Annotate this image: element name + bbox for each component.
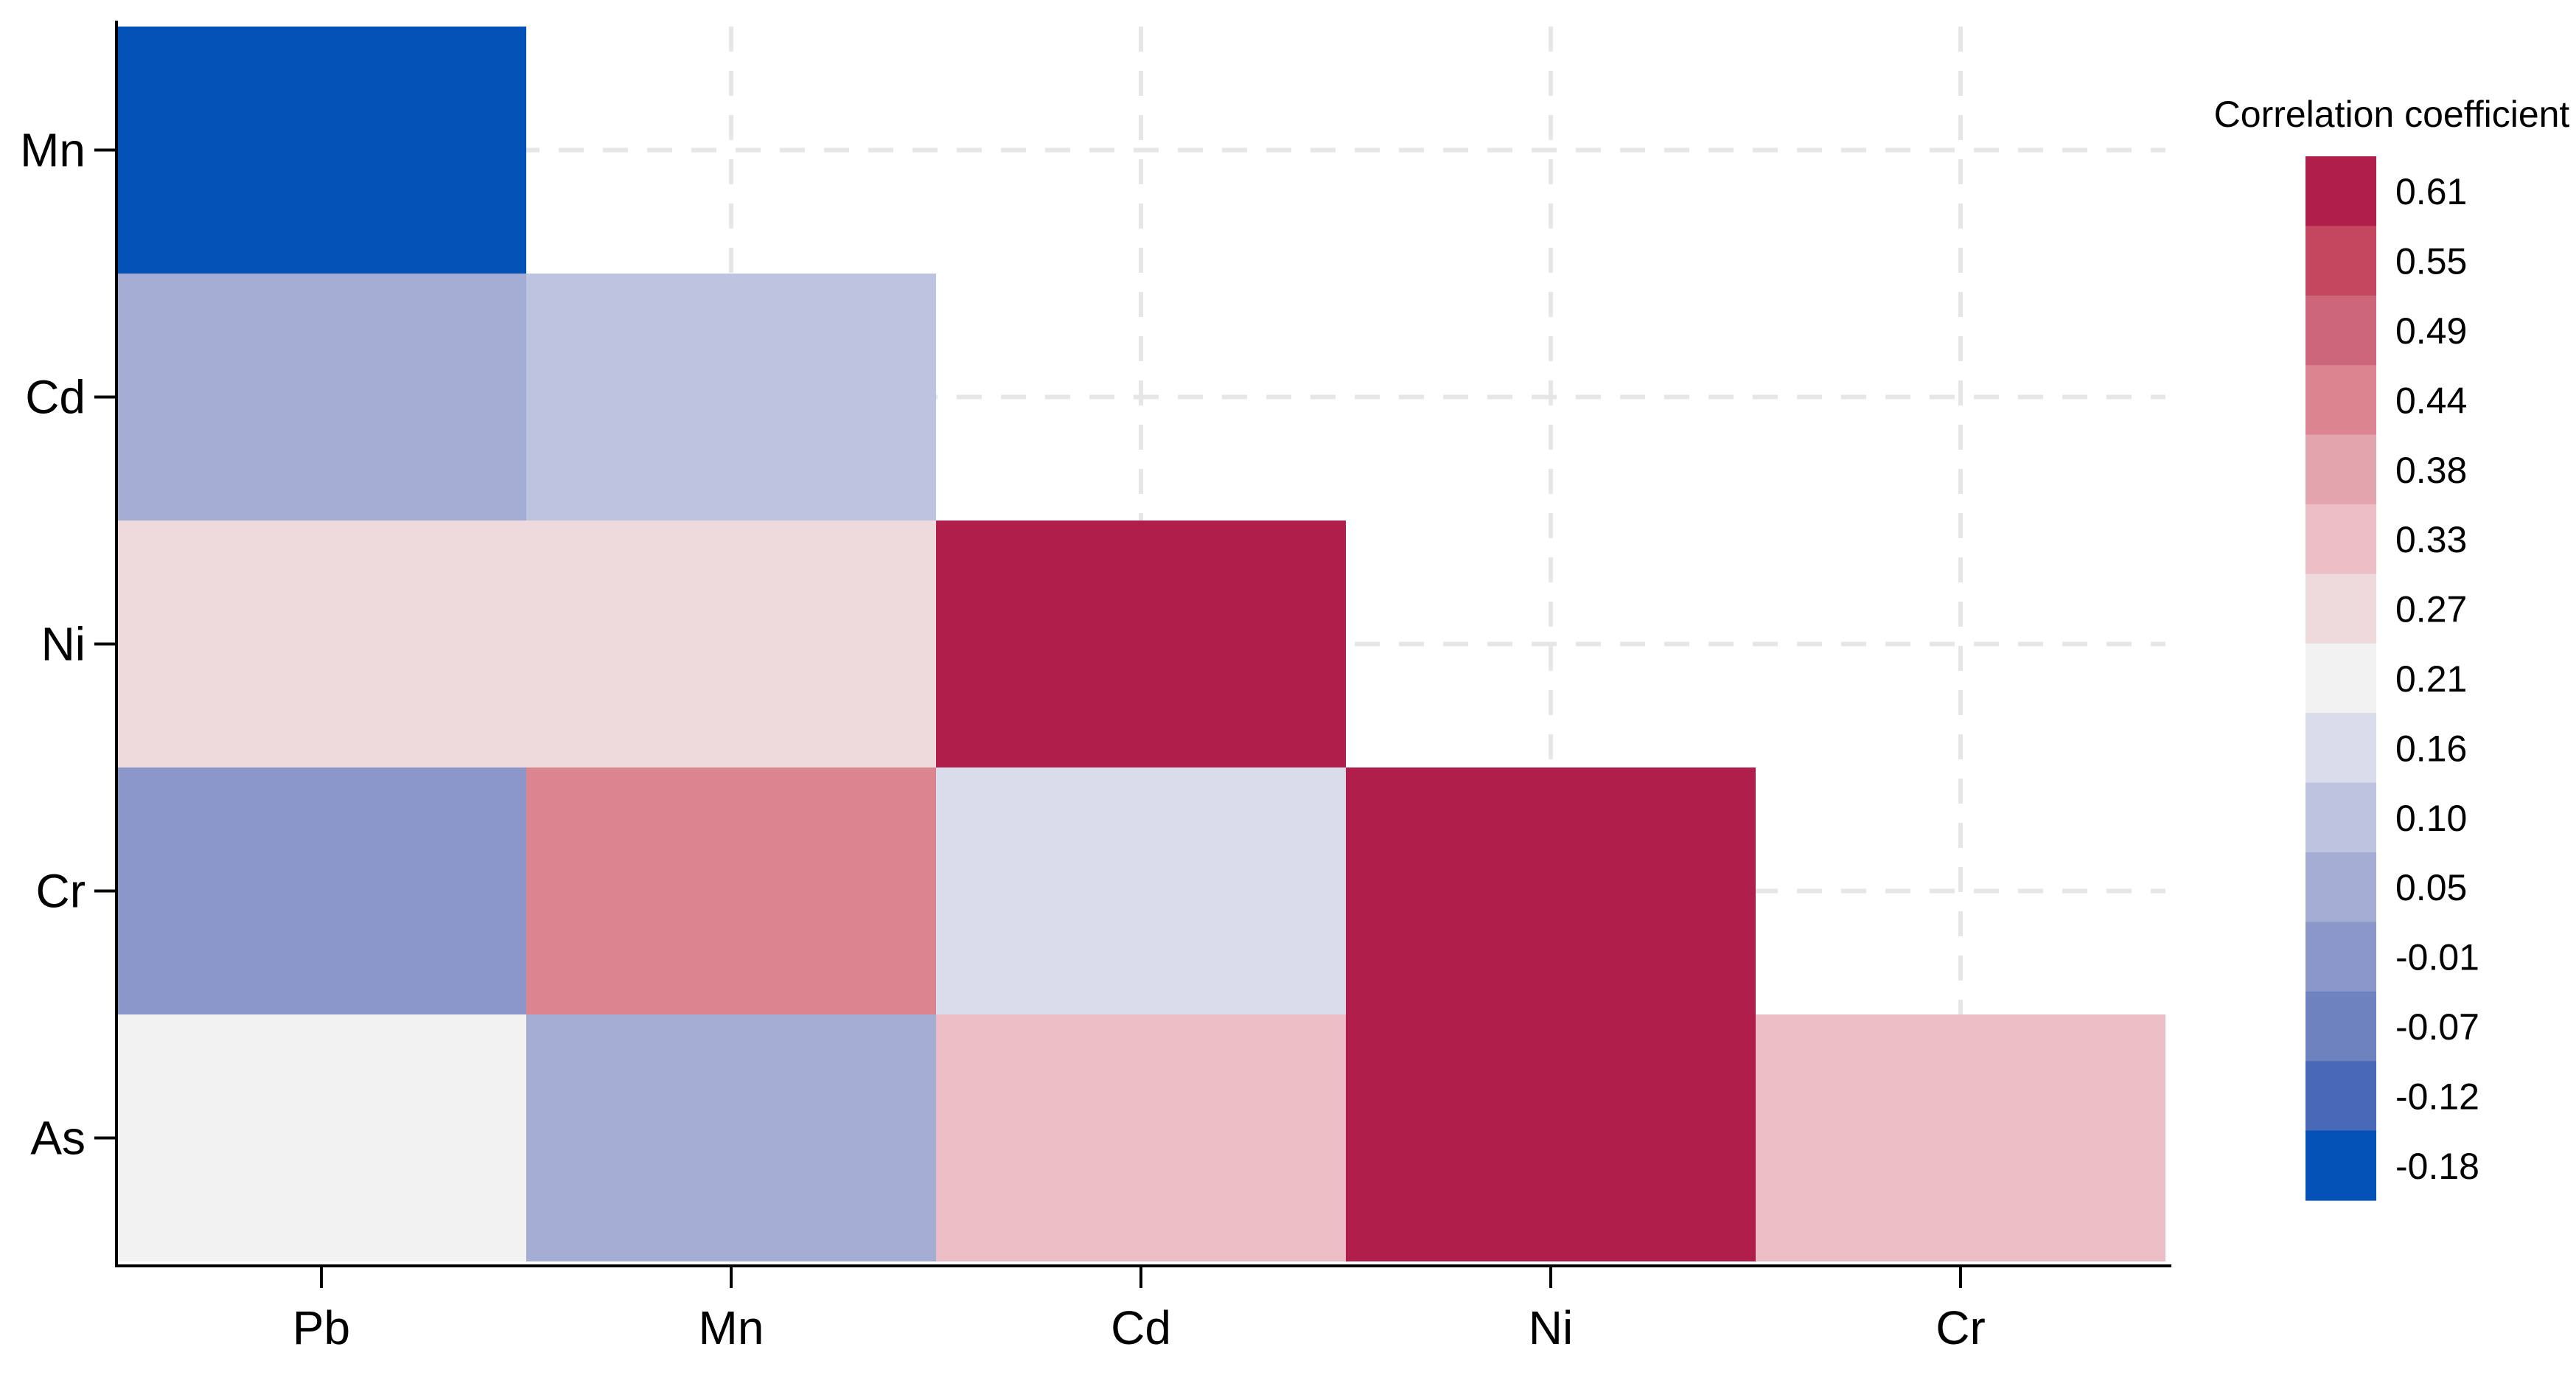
legend-label: 0.55 — [2395, 241, 2467, 282]
legend-label: -0.18 — [2395, 1146, 2479, 1187]
y-tick-label-ni: Ni — [41, 618, 85, 671]
legend-swatch — [2306, 156, 2376, 226]
legend-label: 0.49 — [2395, 310, 2467, 352]
heatmap-cell-pb-ni — [116, 521, 526, 767]
x-tick-label-cd: Cd — [1111, 1301, 1171, 1354]
legend-swatch — [2306, 504, 2376, 574]
legend-label: -0.01 — [2395, 937, 2479, 978]
heatmap-cell-pb-cr — [116, 767, 526, 1014]
heatmap-cell-ni-as — [1346, 1014, 1756, 1261]
legend-label: 0.10 — [2395, 798, 2467, 839]
y-tick-label-as: As — [30, 1112, 85, 1165]
legend-swatch — [2306, 991, 2376, 1062]
legend-swatch — [2306, 434, 2376, 505]
heatmap-cell-pb-mn — [116, 27, 526, 274]
x-tick-label-cr: Cr — [1936, 1301, 1986, 1354]
heatmap-cell-mn-ni — [526, 521, 936, 767]
heatmap-cell-mn-as — [526, 1014, 936, 1261]
legend-label: 0.44 — [2395, 380, 2467, 421]
heatmap-cell-mn-cr — [526, 767, 936, 1014]
legend-label: 0.05 — [2395, 867, 2467, 908]
legend-swatch — [2306, 365, 2376, 436]
legend-swatch — [2306, 782, 2376, 853]
heatmap-cell-ni-cr — [1346, 767, 1756, 1014]
x-tick-label-ni: Ni — [1529, 1301, 1573, 1354]
heatmap-cell-pb-as — [116, 1014, 526, 1261]
heatmap-cells — [116, 27, 2165, 1261]
legend-label: -0.07 — [2395, 1006, 2479, 1048]
legend-swatch — [2306, 1061, 2376, 1132]
heatmap-cell-cd-cr — [936, 767, 1346, 1014]
heatmap-cell-mn-cd — [526, 274, 936, 521]
heatmap-cell-cr-as — [1756, 1014, 2165, 1261]
heatmap-cell-cd-ni — [936, 521, 1346, 767]
legend-swatch — [2306, 643, 2376, 714]
legend-swatch — [2306, 295, 2376, 366]
legend-label: 0.33 — [2395, 519, 2467, 560]
legend-swatch — [2306, 226, 2376, 296]
legend-label: -0.12 — [2395, 1076, 2479, 1117]
legend: Correlation coefficient 0.61 0.55 0.49 0.44 0… — [2214, 94, 2570, 1201]
legend-label: 0.38 — [2395, 450, 2467, 491]
legend-label: 0.61 — [2395, 171, 2467, 212]
legend-swatch — [2306, 1130, 2376, 1201]
heatmap-cell-pb-cd — [116, 274, 526, 521]
legend-label: 0.21 — [2395, 658, 2467, 700]
y-tick-label-mn: Mn — [20, 124, 85, 177]
legend-swatch — [2306, 713, 2376, 784]
axes: Mn Cd Ni Cr As Pb Mn Cd Ni Cr — [20, 21, 2171, 1354]
legend-title: Correlation coefficient — [2214, 94, 2570, 135]
legend-swatch — [2306, 574, 2376, 644]
legend-label: 0.27 — [2395, 589, 2467, 630]
x-tick-label-pb: Pb — [293, 1301, 350, 1354]
x-tick-label-mn: Mn — [699, 1301, 764, 1354]
legend-swatch — [2306, 852, 2376, 922]
y-tick-label-cr: Cr — [35, 865, 85, 918]
heatmap-cell-cd-as — [936, 1014, 1346, 1261]
legend-swatch — [2306, 922, 2376, 992]
legend-label: 0.16 — [2395, 728, 2467, 769]
y-tick-label-cd: Cd — [25, 371, 85, 424]
